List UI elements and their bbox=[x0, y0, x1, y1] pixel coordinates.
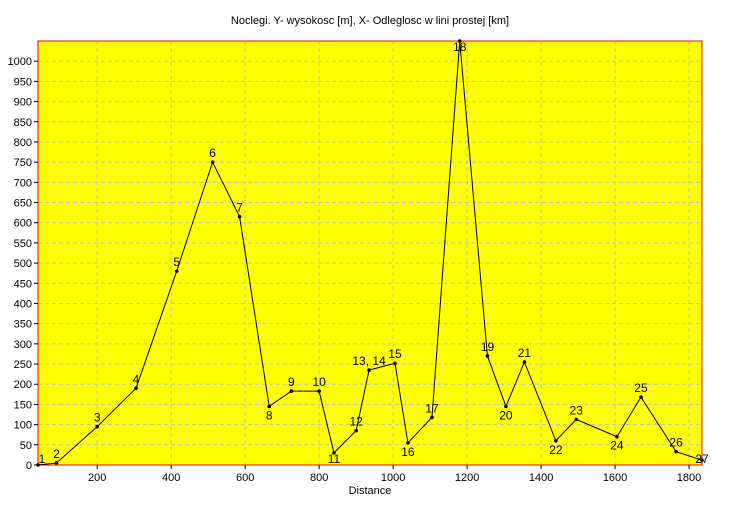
point-label: 24 bbox=[610, 439, 624, 453]
point-label: 21 bbox=[518, 346, 532, 360]
data-point bbox=[639, 395, 643, 399]
point-label: 26 bbox=[669, 436, 683, 450]
y-tick-label: 950 bbox=[14, 76, 32, 88]
y-tick-label: 800 bbox=[14, 137, 32, 149]
data-point bbox=[267, 404, 271, 409]
point-label: 4 bbox=[133, 372, 140, 386]
y-tick-label: 500 bbox=[14, 258, 32, 270]
plot-border bbox=[37, 40, 703, 466]
y-tick-label: 350 bbox=[14, 319, 32, 331]
x-tick-label: 1200 bbox=[455, 472, 479, 484]
y-tick-label: 750 bbox=[14, 157, 32, 169]
y-tick-label: 900 bbox=[14, 97, 32, 109]
y-tick-label: 100 bbox=[14, 420, 32, 432]
data-point bbox=[54, 461, 59, 465]
point-label: 10 bbox=[312, 375, 326, 389]
data-point bbox=[393, 361, 397, 366]
point-label: 19 bbox=[481, 340, 495, 354]
data-point bbox=[615, 434, 619, 439]
x-tick-label: 800 bbox=[310, 472, 328, 484]
y-tick-label: 850 bbox=[14, 117, 32, 129]
data-point bbox=[504, 404, 508, 409]
point-label: 7 bbox=[236, 201, 243, 215]
data-point bbox=[134, 386, 138, 391]
point-label: 9 bbox=[288, 375, 295, 389]
x-tick-label: 600 bbox=[236, 472, 254, 484]
point-label: 1 bbox=[39, 452, 46, 466]
y-tick-label: 150 bbox=[14, 399, 32, 411]
x-tick-label: 400 bbox=[162, 472, 180, 484]
x-tick-label: 1800 bbox=[677, 472, 701, 484]
data-point bbox=[210, 160, 215, 164]
point-label: 15 bbox=[388, 347, 402, 361]
point-label: 3 bbox=[94, 411, 101, 425]
point-label: 23 bbox=[570, 403, 584, 417]
data-point bbox=[367, 368, 371, 372]
point-label: 17 bbox=[425, 401, 439, 415]
y-tick-label: 600 bbox=[14, 218, 32, 230]
tick-labels: 200 400 600 800 1000 1200 1400 1600 180005010015… bbox=[8, 56, 702, 484]
y-tick-label: 400 bbox=[14, 298, 32, 310]
y-tick-label: 700 bbox=[14, 177, 32, 189]
point-label: 6 bbox=[209, 146, 216, 160]
y-tick-label: 450 bbox=[14, 278, 32, 290]
data-point bbox=[36, 463, 40, 467]
plot-area bbox=[38, 41, 702, 465]
chart-title: Noclegi. Y- wysokosc [m], X- Odleglosc w… bbox=[231, 15, 509, 27]
data-point bbox=[430, 415, 434, 420]
point-label: 22 bbox=[549, 443, 563, 457]
data-point bbox=[674, 449, 678, 454]
data-point bbox=[354, 428, 358, 433]
data-point bbox=[332, 451, 336, 455]
y-tick-label: 50 bbox=[20, 440, 32, 452]
data-point bbox=[700, 458, 704, 462]
point-label: 13, 14 bbox=[352, 354, 386, 368]
point-label: 11 bbox=[328, 452, 341, 466]
point-label: 16 bbox=[401, 445, 415, 459]
y-tick-label: 300 bbox=[14, 339, 32, 351]
data-point bbox=[485, 354, 490, 358]
point-label: 18 bbox=[453, 40, 467, 54]
data-point bbox=[237, 214, 242, 219]
point-label: 25 bbox=[634, 381, 648, 395]
series bbox=[36, 39, 704, 467]
data-point bbox=[289, 389, 294, 393]
point-label: 5 bbox=[173, 255, 180, 269]
data-point bbox=[574, 417, 579, 422]
y-tick-label: 550 bbox=[14, 238, 32, 250]
y-tick-label: 250 bbox=[14, 359, 32, 371]
data-point bbox=[95, 424, 99, 429]
point-label: 20 bbox=[499, 408, 513, 422]
point-label: 2 bbox=[53, 447, 60, 461]
data-point bbox=[554, 438, 558, 443]
y-tick-label: 200 bbox=[14, 379, 32, 391]
series-line bbox=[37, 40, 703, 466]
x-axis-title: Distance bbox=[349, 485, 392, 497]
data-point bbox=[174, 269, 179, 273]
data-point bbox=[317, 389, 321, 393]
data-point bbox=[406, 440, 410, 445]
x-tick-label: 200 bbox=[88, 472, 106, 484]
point-label: 12 bbox=[349, 415, 363, 429]
x-tick-label: 1400 bbox=[529, 472, 553, 484]
y-tick-label: 1000 bbox=[8, 56, 32, 68]
axes bbox=[37, 40, 703, 466]
point-label: 27 bbox=[695, 452, 709, 466]
data-point bbox=[457, 39, 462, 43]
grid bbox=[38, 41, 702, 466]
y-tick-label: 0 bbox=[26, 460, 32, 472]
point-label: 8 bbox=[266, 408, 273, 422]
data-point bbox=[522, 360, 527, 364]
y-tick-label: 650 bbox=[14, 198, 32, 210]
x-tick-label: 1600 bbox=[603, 472, 627, 484]
x-tick-label: 1000 bbox=[381, 472, 405, 484]
